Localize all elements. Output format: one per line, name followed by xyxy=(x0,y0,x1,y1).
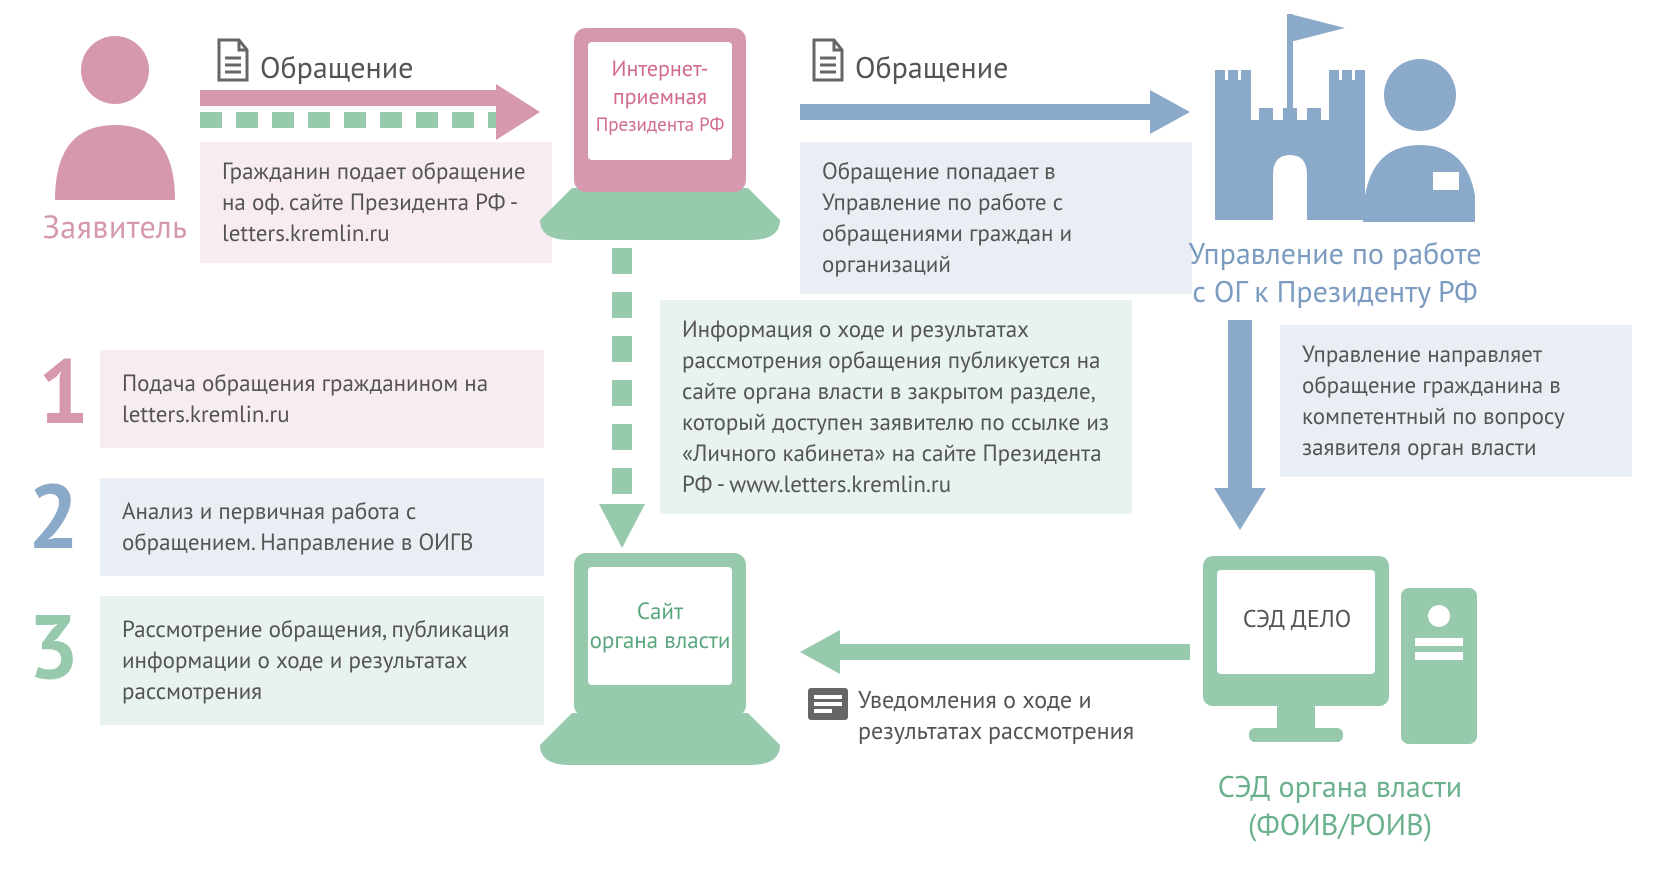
laptop2-line1: Сайт xyxy=(637,597,683,626)
document-icon xyxy=(215,38,251,82)
list-icon xyxy=(808,688,848,720)
legend-1-text: Подача обращения гражданином на letters.… xyxy=(100,350,544,448)
laptop1-line1: Интернет- xyxy=(612,55,709,83)
kremlin-caption: Управление по работе с ОГ к Президенту Р… xyxy=(1170,235,1500,310)
arrow-sed-to-site xyxy=(800,630,1190,674)
arrow-portal-to-kremlin xyxy=(800,90,1190,134)
sed-caption-1: СЭД органа власти xyxy=(1218,767,1462,806)
sed-caption: СЭД органа власти (ФОИВ/РОИВ) xyxy=(1175,768,1505,843)
laptop1-line3: Президента РФ xyxy=(596,113,725,137)
info-box: Информация о ходе и результатах рассмотр… xyxy=(660,300,1132,514)
laptop-portal-text: Интернет- приемная Президента РФ xyxy=(588,56,732,139)
sed-caption-2: (ФОИВ/РОИВ) xyxy=(1248,805,1432,844)
arrow-kremlin-to-sed xyxy=(1214,320,1266,530)
notification-text: Уведомления о ходе и результатах рассмот… xyxy=(858,684,1158,746)
legend-2-text: Анализ и первичная работа с обращением. … xyxy=(100,478,544,576)
appeal2-heading: Обращение xyxy=(855,48,1008,87)
kremlin-caption-1: Управление по работе xyxy=(1189,234,1482,273)
legend-2-number: 2 xyxy=(28,470,79,560)
appeal2-text: Обращение попадает в Управление по работ… xyxy=(800,142,1192,294)
applicant-label: Заявитель xyxy=(20,205,210,247)
arrow-applicant-to-portal xyxy=(200,84,540,140)
laptop1-line2: приемная xyxy=(613,83,707,111)
legend-3-number: 3 xyxy=(28,600,79,690)
laptop-site-icon xyxy=(530,545,790,775)
sed-screen-text: СЭД ДЕЛО xyxy=(1218,604,1376,634)
appeal1-text: Гражданин подает обращение на оф. сайте … xyxy=(200,142,552,263)
legend-3-text: Рассмотрение обращения, публикация инфор… xyxy=(100,596,544,725)
applicant-icon xyxy=(45,30,185,200)
laptop2-line2: органа власти xyxy=(590,626,731,655)
laptop-site-text: Сайт органа власти xyxy=(588,598,732,656)
forward-box: Управление направляет обращение граждани… xyxy=(1280,325,1632,477)
appeal1-heading: Обращение xyxy=(260,48,413,87)
arrow-portal-to-site xyxy=(597,248,647,548)
computer-sed-icon xyxy=(1195,538,1485,768)
document-icon xyxy=(810,38,846,82)
kremlin-icon xyxy=(1195,0,1475,235)
kremlin-caption-2: с ОГ к Президенту РФ xyxy=(1192,272,1477,311)
legend-1-number: 1 xyxy=(38,345,89,435)
